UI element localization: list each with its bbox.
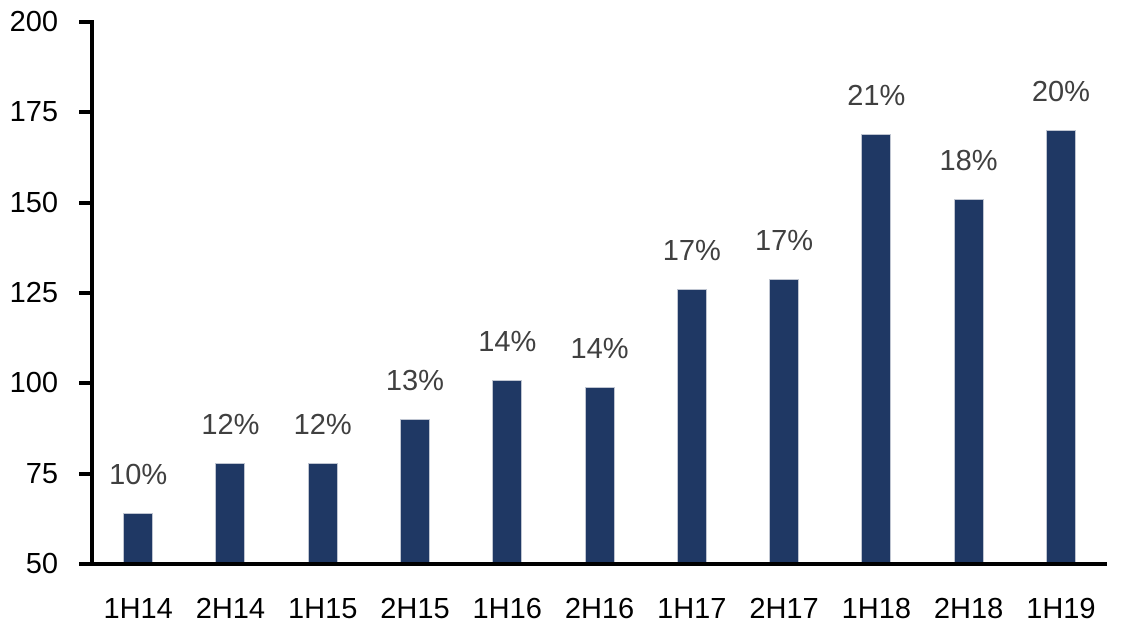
bar-value-label: 14% <box>478 325 537 358</box>
y-axis-tick <box>79 471 92 476</box>
x-axis-tick-label: 2H17 <box>749 593 819 625</box>
y-axis-tick <box>79 381 92 386</box>
bar <box>584 386 615 564</box>
bar <box>769 278 800 564</box>
x-axis-line <box>79 562 1107 566</box>
bar-value-label: 13% <box>385 365 444 398</box>
bar <box>123 513 154 564</box>
bar <box>307 462 338 564</box>
y-axis-tick-label: 75 <box>25 457 58 490</box>
bar-value-label: 17% <box>662 235 721 268</box>
bar-value-label: 18% <box>939 145 998 178</box>
x-axis-tick-label: 1H18 <box>841 593 911 625</box>
bar <box>676 289 707 564</box>
bar-value-label: 20% <box>1031 76 1090 109</box>
y-axis-tick <box>79 20 92 24</box>
bar <box>399 419 430 564</box>
bar-value-label: 21% <box>847 80 906 112</box>
bar-value-label: 12% <box>201 408 260 441</box>
bar-value-label: 10% <box>109 459 168 492</box>
y-axis-tick-label: 175 <box>9 96 58 129</box>
bar <box>215 462 246 564</box>
y-axis-tick-label: 50 <box>25 548 58 580</box>
y-axis-tick <box>79 200 92 205</box>
x-axis-tick-label: 2H14 <box>195 593 266 625</box>
y-axis-tick-label: 125 <box>9 277 58 309</box>
x-axis-tick-label: 2H16 <box>564 593 635 625</box>
bar-value-label: 17% <box>755 224 814 257</box>
bar-value-label: 14% <box>570 332 629 365</box>
x-axis-tick-label: 1H15 <box>288 593 358 625</box>
x-axis-tick-label: 1H17 <box>657 593 727 625</box>
y-axis-line <box>90 20 94 566</box>
y-axis-tick <box>79 110 92 115</box>
bar-value-label: 12% <box>293 408 352 441</box>
bar <box>492 379 523 564</box>
bar <box>953 199 984 564</box>
x-axis-tick-label: 1H14 <box>103 593 173 625</box>
x-axis-tick-label: 2H18 <box>933 593 1004 625</box>
y-axis-tick <box>79 291 92 295</box>
y-axis-tick-label: 100 <box>9 367 58 400</box>
x-axis-tick-label: 1H16 <box>472 593 542 625</box>
bar <box>1045 130 1076 564</box>
x-axis-tick-label: 1H19 <box>1026 593 1096 625</box>
y-axis-tick-label: 150 <box>9 186 58 219</box>
x-axis-tick-label: 2H15 <box>380 593 450 625</box>
bar <box>861 134 892 564</box>
y-axis-tick-label: 200 <box>9 6 58 38</box>
